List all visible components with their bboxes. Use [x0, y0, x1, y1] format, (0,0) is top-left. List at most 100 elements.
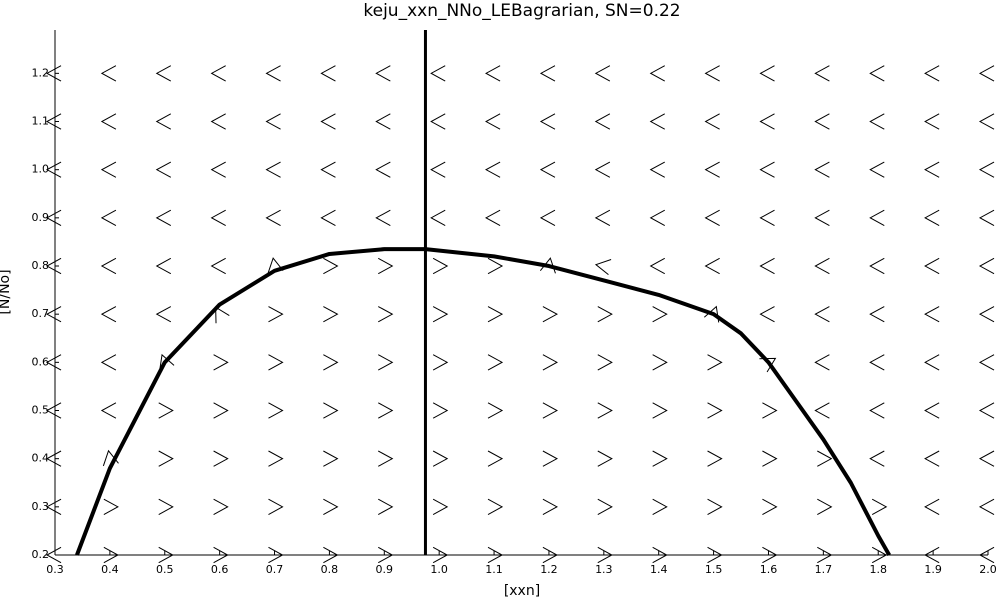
- field-arrow: [707, 498, 723, 515]
- field-arrow: [487, 402, 504, 419]
- field-arrow: [924, 402, 940, 419]
- field-arrow: [707, 546, 723, 564]
- field-arrow: [597, 306, 613, 323]
- field-arrow: [430, 65, 446, 82]
- x-tick-label: 0.5: [156, 563, 174, 576]
- field-arrow: [652, 450, 668, 467]
- field-arrow: [432, 546, 449, 564]
- field-arrow: [978, 65, 995, 82]
- field-arrow: [268, 498, 284, 515]
- field-arrow: [375, 113, 391, 130]
- field-arrow: [814, 209, 830, 226]
- field-arrow: [210, 209, 226, 226]
- y-tick-label: 0.4: [32, 452, 50, 465]
- field-arrow: [213, 402, 229, 419]
- field-arrow: [432, 257, 449, 275]
- field-arrow: [430, 209, 446, 226]
- field-arrow: [978, 450, 995, 467]
- field-arrow: [378, 354, 394, 371]
- field-arrow: [323, 498, 339, 515]
- x-tick-label: 0.3: [46, 563, 64, 576]
- field-arrow: [814, 65, 830, 82]
- field-arrow: [762, 450, 778, 467]
- field-arrow: [594, 113, 611, 130]
- x-tick-label: 1.2: [540, 563, 558, 576]
- y-tick-label: 0.9: [32, 211, 50, 224]
- x-tick-label: 1.0: [430, 563, 448, 576]
- field-arrow: [155, 306, 172, 323]
- x-tick-label: 0.8: [321, 563, 339, 576]
- field-arrow: [268, 306, 284, 323]
- field-arrow: [430, 113, 446, 130]
- y-axis-label: [N/No]: [0, 269, 13, 314]
- field-arrow: [869, 402, 885, 419]
- field-arrow: [539, 65, 556, 82]
- field-arrow: [268, 402, 284, 419]
- field-arrow: [432, 306, 449, 323]
- field-arrow: [704, 113, 720, 130]
- field-arrow: [323, 546, 339, 564]
- field-arrow: [215, 306, 230, 324]
- y-tick-label: 0.7: [32, 307, 50, 320]
- field-arrow: [268, 354, 284, 371]
- field-arrow: [100, 257, 117, 275]
- field-arrow: [759, 257, 775, 275]
- field-arrow: [100, 354, 117, 371]
- field-arrow: [213, 498, 229, 515]
- field-arrow: [100, 402, 117, 419]
- field-arrow: [485, 65, 501, 82]
- field-arrow: [323, 257, 339, 275]
- field-arrow: [487, 354, 504, 371]
- field-arrow: [649, 161, 665, 178]
- field-arrow: [814, 113, 830, 130]
- field-arrow: [210, 113, 226, 130]
- x-tick-label: 1.7: [815, 563, 833, 576]
- field-arrow: [378, 402, 394, 419]
- field-arrow: [597, 450, 613, 467]
- field-arrow: [978, 161, 995, 178]
- field-arrow: [487, 498, 504, 515]
- field-arrow: [159, 353, 175, 371]
- field-arrow: [869, 257, 885, 275]
- field-arrow: [213, 354, 229, 371]
- field-arrow: [924, 306, 940, 323]
- field-arrow: [323, 450, 339, 467]
- field-arrow: [432, 402, 449, 419]
- field-arrow: [869, 354, 885, 371]
- field-arrow: [268, 450, 284, 467]
- field-arrow: [265, 161, 281, 178]
- field-arrow: [320, 209, 336, 226]
- y-tick-label: 0.6: [32, 355, 50, 368]
- field-arrow: [869, 65, 885, 82]
- field-arrow: [978, 354, 995, 371]
- x-tick-label: 1.8: [869, 563, 887, 576]
- chart-title: keju_xxn_NNo_LEBagrarian, SN=0.22: [363, 1, 680, 21]
- field-arrow: [432, 450, 449, 467]
- field-arrow: [594, 161, 611, 178]
- field-arrow: [649, 209, 665, 226]
- field-arrow: [378, 546, 394, 564]
- field-arrow: [759, 209, 775, 226]
- field-arrow: [45, 498, 62, 515]
- curve: [75, 247, 891, 556]
- field-arrow: [210, 65, 226, 82]
- field-arrow: [45, 546, 62, 564]
- field-arrow: [210, 257, 226, 275]
- field-arrow: [652, 546, 668, 564]
- field-arrow: [704, 209, 720, 226]
- field-arrow: [704, 65, 720, 82]
- field-arrow: [924, 450, 940, 467]
- field-arrow: [155, 161, 172, 178]
- field-arrow: [814, 402, 830, 419]
- field-arrow: [814, 257, 830, 275]
- field-arrow: [762, 546, 778, 564]
- field-arrow: [978, 257, 995, 275]
- field-arrow: [759, 113, 775, 130]
- field-arrow: [378, 306, 394, 323]
- x-tick-label: 0.6: [211, 563, 229, 576]
- field-arrow: [539, 113, 556, 130]
- field-arrow: [978, 498, 995, 515]
- field-arrow: [869, 209, 885, 226]
- field-arrow: [155, 209, 172, 226]
- field-arrow: [100, 113, 117, 130]
